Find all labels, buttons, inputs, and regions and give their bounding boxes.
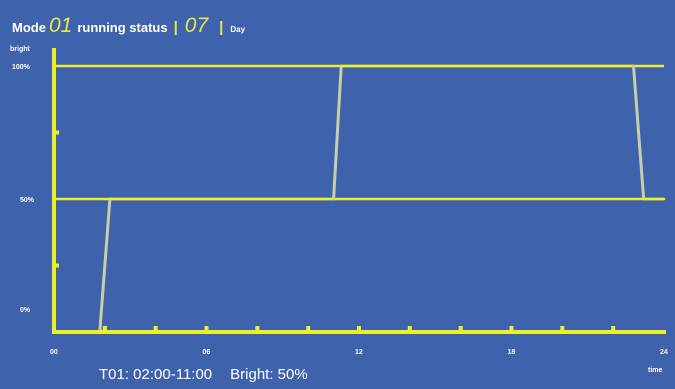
x-tick-label: 18 bbox=[508, 349, 516, 356]
day-label: Day bbox=[230, 25, 246, 34]
x-tick-label: 12 bbox=[355, 349, 363, 356]
series-transition-segment bbox=[632, 64, 646, 201]
x-minor-tick bbox=[306, 326, 311, 331]
status-label: running status bbox=[77, 20, 168, 35]
status-line: T01: 02:00-11:00 Bright: 50% bbox=[99, 366, 308, 383]
y-axis-ticks: 0% 50% 100% bbox=[12, 64, 59, 314]
day-number: 07 bbox=[184, 14, 209, 37]
bright-text: Bright: 50% bbox=[230, 366, 308, 383]
x-minor-tick bbox=[255, 326, 260, 331]
y-tick-label: 0% bbox=[20, 307, 31, 314]
x-minor-tick bbox=[407, 326, 412, 331]
mode-number: 01 bbox=[48, 14, 73, 37]
x-minor-tick bbox=[153, 326, 158, 331]
chart-title: Mode 01 running status | 07 | Day bbox=[12, 14, 245, 40]
y-tick-label: 100% bbox=[12, 64, 31, 71]
x-minor-tick bbox=[102, 326, 107, 331]
x-tick-label: 24 bbox=[660, 349, 668, 356]
series-transition-segment bbox=[98, 197, 112, 334]
title-separator: | bbox=[173, 19, 178, 36]
x-tick-label: 00 bbox=[50, 349, 58, 356]
reference-lines bbox=[54, 64, 664, 201]
x-minor-tick bbox=[204, 326, 209, 331]
x-tick-label: 06 bbox=[203, 349, 211, 356]
chart-axes bbox=[52, 48, 666, 334]
day-separator: | bbox=[219, 19, 224, 36]
y-minor-tick bbox=[55, 130, 59, 135]
mode-label: Mode bbox=[12, 20, 46, 35]
y-tick-label: 50% bbox=[20, 197, 35, 204]
x-axis-ticks: 00 06 12 18 24 bbox=[50, 326, 668, 356]
x-minor-tick bbox=[611, 326, 616, 331]
x-minor-tick bbox=[560, 326, 565, 331]
x-minor-tick bbox=[458, 326, 463, 331]
x-minor-tick bbox=[509, 326, 514, 331]
x-axis-label: time bbox=[648, 367, 663, 374]
series-transition-segment bbox=[332, 64, 343, 201]
time-range-text: T01: 02:00-11:00 bbox=[99, 366, 213, 383]
y-axis-label: bright bbox=[10, 46, 30, 53]
y-minor-tick bbox=[55, 263, 59, 268]
x-minor-tick bbox=[357, 326, 361, 331]
